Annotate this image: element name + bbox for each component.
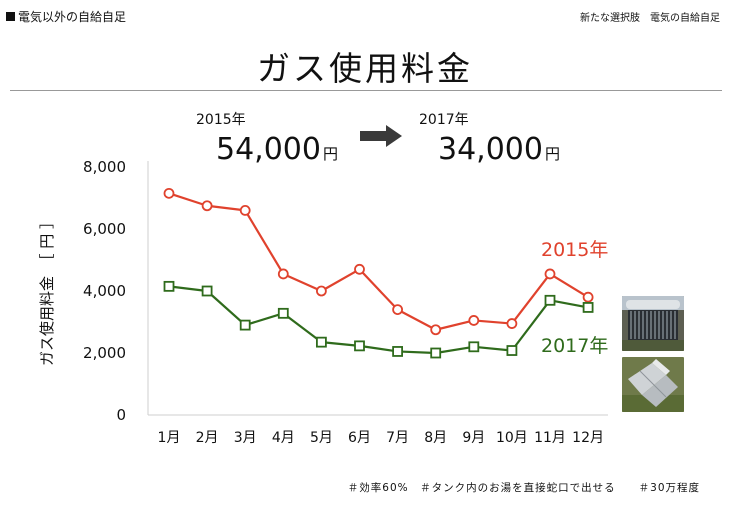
data-point-marker — [392, 304, 404, 316]
section-label: 電気以外の自給自足 — [6, 8, 126, 25]
data-point-marker — [163, 187, 175, 199]
to-amount: 34,000 円 — [438, 132, 560, 167]
from-amount-unit: 円 — [322, 145, 338, 163]
series-line — [168, 285, 589, 355]
data-point-marker — [239, 204, 251, 216]
data-point-marker — [544, 268, 556, 280]
title-divider — [10, 90, 722, 91]
data-point-marker — [201, 285, 213, 297]
data-point-marker — [392, 346, 404, 357]
x-tick-label: 12月 — [572, 430, 604, 446]
data-point-marker — [201, 200, 213, 212]
from-amount: 54,000 円 — [216, 132, 338, 167]
x-tick-label: 1月 — [158, 430, 181, 446]
x-tick-label: 4月 — [272, 430, 295, 446]
data-point-marker — [468, 315, 480, 326]
y-tick-label: 0 — [116, 406, 126, 424]
to-amount-unit: 円 — [544, 145, 560, 163]
data-point-marker — [430, 324, 442, 336]
x-tick-label: 11月 — [534, 430, 566, 446]
legend-label: 2015年 — [541, 239, 608, 261]
data-point-marker — [239, 319, 251, 331]
solar-water-heater-photo — [622, 296, 684, 351]
y-tick-label: 8,000 — [83, 158, 126, 176]
to-year: 2017年 — [419, 112, 469, 128]
footer-hashtags: ＃効率60% ＃タンク内のお湯を直接蛇口で出せる ＃30万程度 — [347, 482, 700, 494]
x-tick-label: 7月 — [386, 430, 409, 446]
x-tick-label: 9月 — [462, 430, 485, 446]
series-line — [168, 192, 589, 331]
y-axis-label: ガス使用料金 ［ 円 ］ — [38, 214, 56, 366]
right-arrow-icon — [360, 125, 402, 147]
x-tick-label: 8月 — [424, 430, 447, 446]
data-point-marker — [315, 336, 327, 348]
series-0 — [163, 187, 594, 336]
data-point-marker — [354, 340, 365, 352]
data-point-marker — [315, 285, 327, 297]
data-point-marker — [582, 302, 594, 313]
page-title: ガス使用料金 — [257, 49, 473, 88]
data-point-marker — [506, 345, 518, 356]
square-bullet-icon — [6, 12, 15, 21]
from-amount-value: 54,000 — [216, 132, 321, 167]
data-point-marker — [544, 294, 556, 306]
x-tick-label: 6月 — [348, 430, 371, 446]
data-point-marker — [468, 341, 480, 353]
x-tick-label: 10月 — [496, 430, 528, 446]
y-tick-label: 4,000 — [83, 282, 126, 300]
data-point-marker — [430, 347, 442, 359]
header-caption: 新たな選択肢 電気の自給自足 — [580, 13, 720, 24]
data-point-marker — [354, 263, 365, 275]
x-tick-label: 2月 — [196, 430, 219, 446]
data-point-marker — [277, 307, 289, 319]
series-1 — [163, 280, 594, 359]
legend-label: 2017年 — [541, 335, 608, 357]
solar-collector-panel-photo — [622, 357, 684, 412]
y-tick-label: 2,000 — [83, 344, 126, 362]
data-point-marker — [277, 268, 289, 280]
data-point-marker — [163, 280, 175, 292]
from-year: 2015年 — [196, 112, 246, 128]
x-tick-label: 3月 — [234, 430, 257, 446]
y-tick-label: 6,000 — [83, 220, 126, 238]
to-amount-value: 34,000 — [438, 132, 543, 167]
data-point-marker — [582, 291, 594, 303]
data-point-marker — [506, 318, 518, 329]
section-label-text: 電気以外の自給自足 — [18, 10, 127, 24]
x-tick-label: 5月 — [310, 430, 333, 446]
